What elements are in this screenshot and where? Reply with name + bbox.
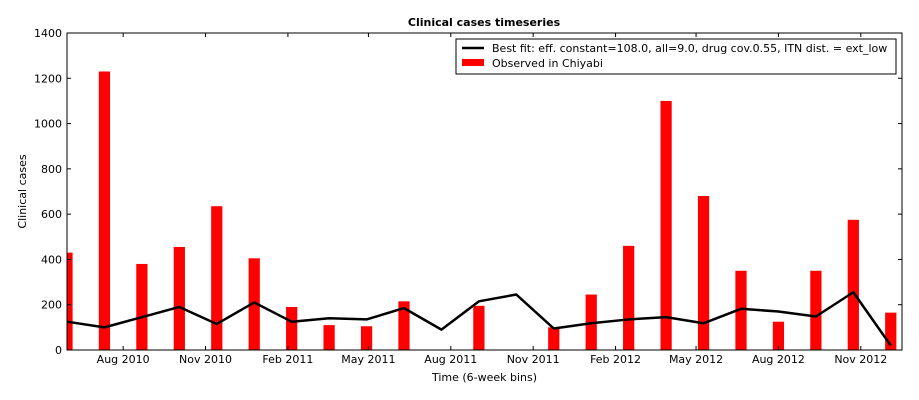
x-tick-label: Nov 2011 — [507, 353, 560, 366]
chart-title: Clinical cases timeseries — [408, 16, 561, 29]
fit-line — [66, 291, 892, 347]
y-tick-label: 1000 — [34, 118, 62, 131]
legend: Best fit: eff. constant=108.0, all=9.0, … — [455, 38, 897, 75]
bar — [623, 245, 635, 350]
bar — [847, 219, 859, 350]
bar — [248, 258, 260, 350]
legend-box — [455, 38, 897, 75]
x-axis-label: Time (6-week bins) — [431, 371, 537, 384]
bar — [735, 270, 747, 350]
x-tick-label: Nov 2012 — [834, 353, 887, 366]
bar — [473, 305, 485, 350]
y-tick-label: 1200 — [34, 72, 62, 85]
y-tick-label: 800 — [41, 163, 62, 176]
bar — [323, 325, 335, 350]
y-tick-label: 400 — [41, 253, 62, 266]
plot-area — [66, 71, 897, 350]
bar — [398, 301, 410, 350]
bar — [660, 100, 672, 350]
x-tick-label: Aug 2011 — [424, 353, 477, 366]
y-tick-label: 1400 — [34, 27, 62, 40]
x-tick-label: May 2012 — [669, 353, 723, 366]
x-tick-label: May 2011 — [341, 353, 395, 366]
y-tick-label: 0 — [55, 344, 62, 357]
x-tick-label: Aug 2012 — [752, 353, 805, 366]
x-tick-label: Nov 2010 — [179, 353, 232, 366]
bar — [697, 196, 710, 350]
bar — [360, 326, 373, 350]
x-tick-label: Feb 2012 — [590, 353, 641, 366]
bar — [885, 312, 897, 350]
bar — [548, 327, 560, 350]
bar — [810, 270, 822, 350]
bar — [136, 263, 148, 350]
bar — [772, 321, 785, 350]
y-tick-label: 200 — [41, 299, 62, 312]
x-tick-label: Feb 2011 — [262, 353, 313, 366]
y-tick-label: 600 — [41, 208, 62, 221]
bar — [211, 206, 223, 350]
bar — [67, 252, 73, 350]
legend-label-observed: Observed in Chiyabi — [492, 57, 603, 70]
x-tick-label: Aug 2010 — [97, 353, 150, 366]
plot-frame — [66, 32, 903, 351]
bar — [286, 306, 298, 350]
legend-bar-swatch — [462, 59, 484, 66]
y-axis-label: Clinical cases — [16, 154, 29, 228]
bar — [173, 246, 185, 350]
legend-label-fit: Best fit: eff. constant=108.0, all=9.0, … — [492, 42, 887, 55]
bar — [98, 71, 111, 350]
